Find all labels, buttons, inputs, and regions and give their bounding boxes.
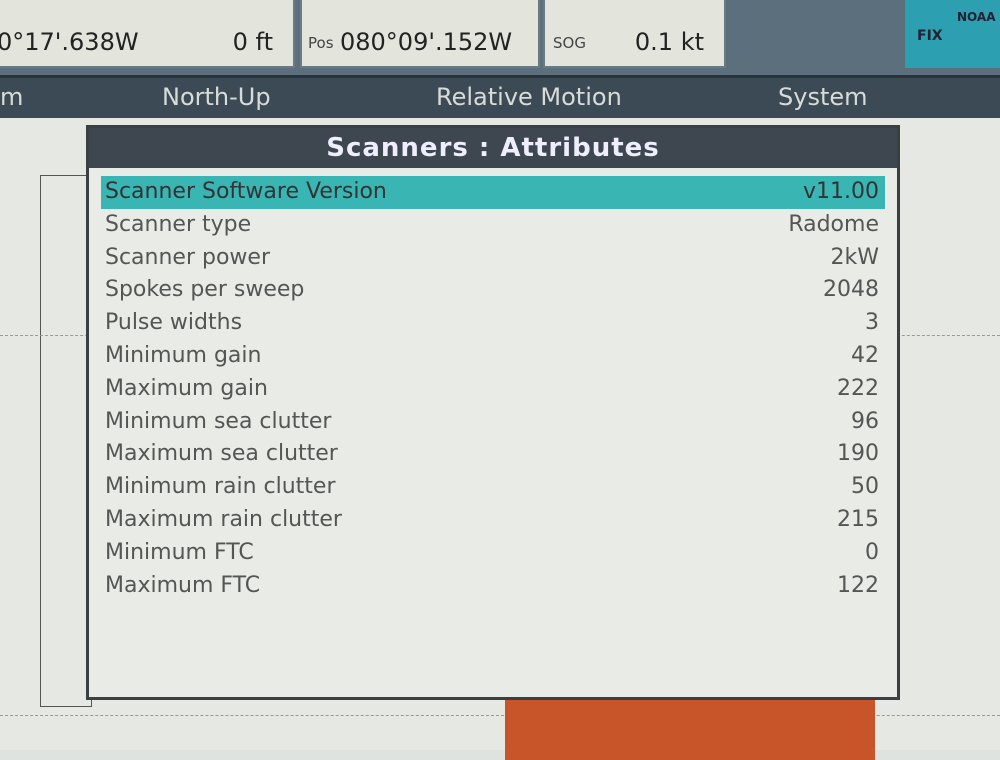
depth: 0 ft [232,28,273,56]
attribute-label: Minimum gain [105,342,262,368]
attribute-row[interactable]: Scanner type Radome [101,209,885,242]
attribute-value: 190 [837,441,879,467]
sog-box: SOG 0.1 kt [543,0,726,68]
attribute-value: 2kW [830,244,880,270]
attribute-label: Minimum rain clutter [105,474,336,500]
attribute-label: Pulse widths [105,310,243,336]
menu-bar: m North-Up Relative Motion System [0,75,1000,118]
attribute-label: Scanner power [105,244,270,270]
sog-value: 0.1 kt [634,28,704,56]
attribute-label: Maximum sea clutter [105,441,338,467]
pos-label: Pos [308,34,334,52]
attribute-label: Scanner type [105,211,252,237]
attribute-row[interactable]: Maximum rain clutter 215 [101,504,885,537]
attribute-row[interactable]: Pulse widths 3 [101,307,885,340]
attribute-row[interactable]: Minimum FTC 0 [101,537,885,570]
attribute-label: Spokes per sweep [105,277,305,303]
attribute-row[interactable]: Minimum sea clutter 96 [101,406,885,439]
attribute-value: 2048 [823,277,879,303]
attribute-row[interactable]: Maximum FTC 122 [101,570,885,603]
menu-item-partial[interactable]: m [0,83,24,111]
scanner-attributes-dialog: Scanners : Attributes Scanner Software V… [86,125,900,700]
attribute-row[interactable]: Maximum gain 222 [101,373,885,406]
grid-line [0,715,1000,716]
attribute-label: Maximum rain clutter [105,506,342,532]
attribute-row[interactable]: Scanner power 2kW [101,242,885,275]
dialog-title: Scanners : Attributes [89,128,897,168]
fix-button[interactable]: FIX NOAA [905,0,1000,68]
status-bar: 0°17'.638W 0 ft Pos 080°09'.152W SOG 0.1… [0,0,1000,75]
attribute-value: v11.00 [802,179,879,204]
menu-item-north-up[interactable]: North-Up [162,83,271,111]
attribute-label: Scanner Software Version [105,179,387,204]
attribute-label: Minimum FTC [105,539,254,565]
attribute-value: 96 [851,408,879,434]
position-box: 0°17'.638W 0 ft [0,0,295,68]
pos-value: 080°09'.152W [340,28,513,56]
attribute-value: 215 [837,506,879,532]
attribute-value: 122 [837,572,879,598]
attribute-row[interactable]: Maximum sea clutter 190 [101,438,885,471]
noaa-label: NOAA [957,10,996,24]
menu-item-system[interactable]: System [778,83,868,111]
attribute-value: 42 [851,342,879,368]
attribute-label: Maximum gain [105,375,268,401]
attribute-label: Maximum FTC [105,572,261,598]
attribute-row[interactable]: Minimum gain 42 [101,340,885,373]
attribute-row[interactable]: Scanner Software Version v11.00 [101,176,885,209]
attribute-value: 3 [865,310,879,336]
fix-label: FIX [917,28,943,44]
land-area [505,700,875,760]
menu-item-relative-motion[interactable]: Relative Motion [436,83,622,111]
attribute-value: Radome [788,211,879,237]
attribute-label: Minimum sea clutter [105,408,332,434]
pos-box: Pos 080°09'.152W [300,0,540,68]
longitude: 0°17'.638W [0,28,139,56]
attribute-row[interactable]: Minimum rain clutter 50 [101,471,885,504]
attribute-value: 50 [851,474,879,500]
attribute-value: 0 [865,539,879,565]
sog-label: SOG [553,34,586,52]
attribute-row[interactable]: Spokes per sweep 2048 [101,274,885,307]
attribute-value: 222 [837,375,879,401]
chart-boundary [40,175,92,707]
